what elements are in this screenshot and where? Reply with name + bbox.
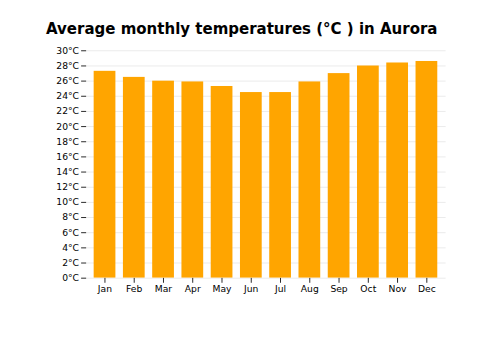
svg-text:Jul: Jul (274, 283, 286, 294)
svg-text:Aug: Aug (301, 283, 319, 294)
svg-text:8°C: 8°C (62, 211, 79, 222)
svg-text:16°C: 16°C (56, 151, 79, 162)
svg-text:Nov: Nov (389, 283, 407, 294)
svg-text:30°C: 30°C (56, 45, 79, 56)
svg-text:Apr: Apr (185, 283, 201, 294)
svg-text:6°C: 6°C (62, 227, 79, 238)
svg-text:Dec: Dec (418, 283, 436, 294)
svg-text:12°C: 12°C (56, 181, 79, 192)
svg-text:18°C: 18°C (56, 136, 79, 147)
svg-text:May: May (212, 283, 232, 294)
svg-text:Mar: Mar (155, 283, 173, 294)
svg-text:20°C: 20°C (56, 121, 79, 132)
svg-text:14°C: 14°C (56, 166, 79, 177)
svg-text:4°C: 4°C (62, 242, 79, 253)
svg-text:Oct: Oct (360, 283, 376, 294)
svg-text:Feb: Feb (126, 283, 142, 294)
svg-text:26°C: 26°C (56, 75, 79, 86)
svg-text:2°C: 2°C (62, 257, 79, 268)
svg-text:Jan: Jan (97, 283, 112, 294)
svg-text:Jun: Jun (243, 283, 259, 294)
svg-text:22°C: 22°C (56, 105, 79, 116)
svg-text:0°C: 0°C (62, 272, 79, 283)
svg-text:10°C: 10°C (56, 196, 79, 207)
svg-text:28°C: 28°C (56, 60, 79, 71)
svg-text:24°C: 24°C (56, 90, 79, 101)
html-text:Average monthly temperatures (: Average monthly temperatures (°C ) in Au… (46, 20, 438, 38)
svg-text:Sep: Sep (330, 283, 347, 294)
